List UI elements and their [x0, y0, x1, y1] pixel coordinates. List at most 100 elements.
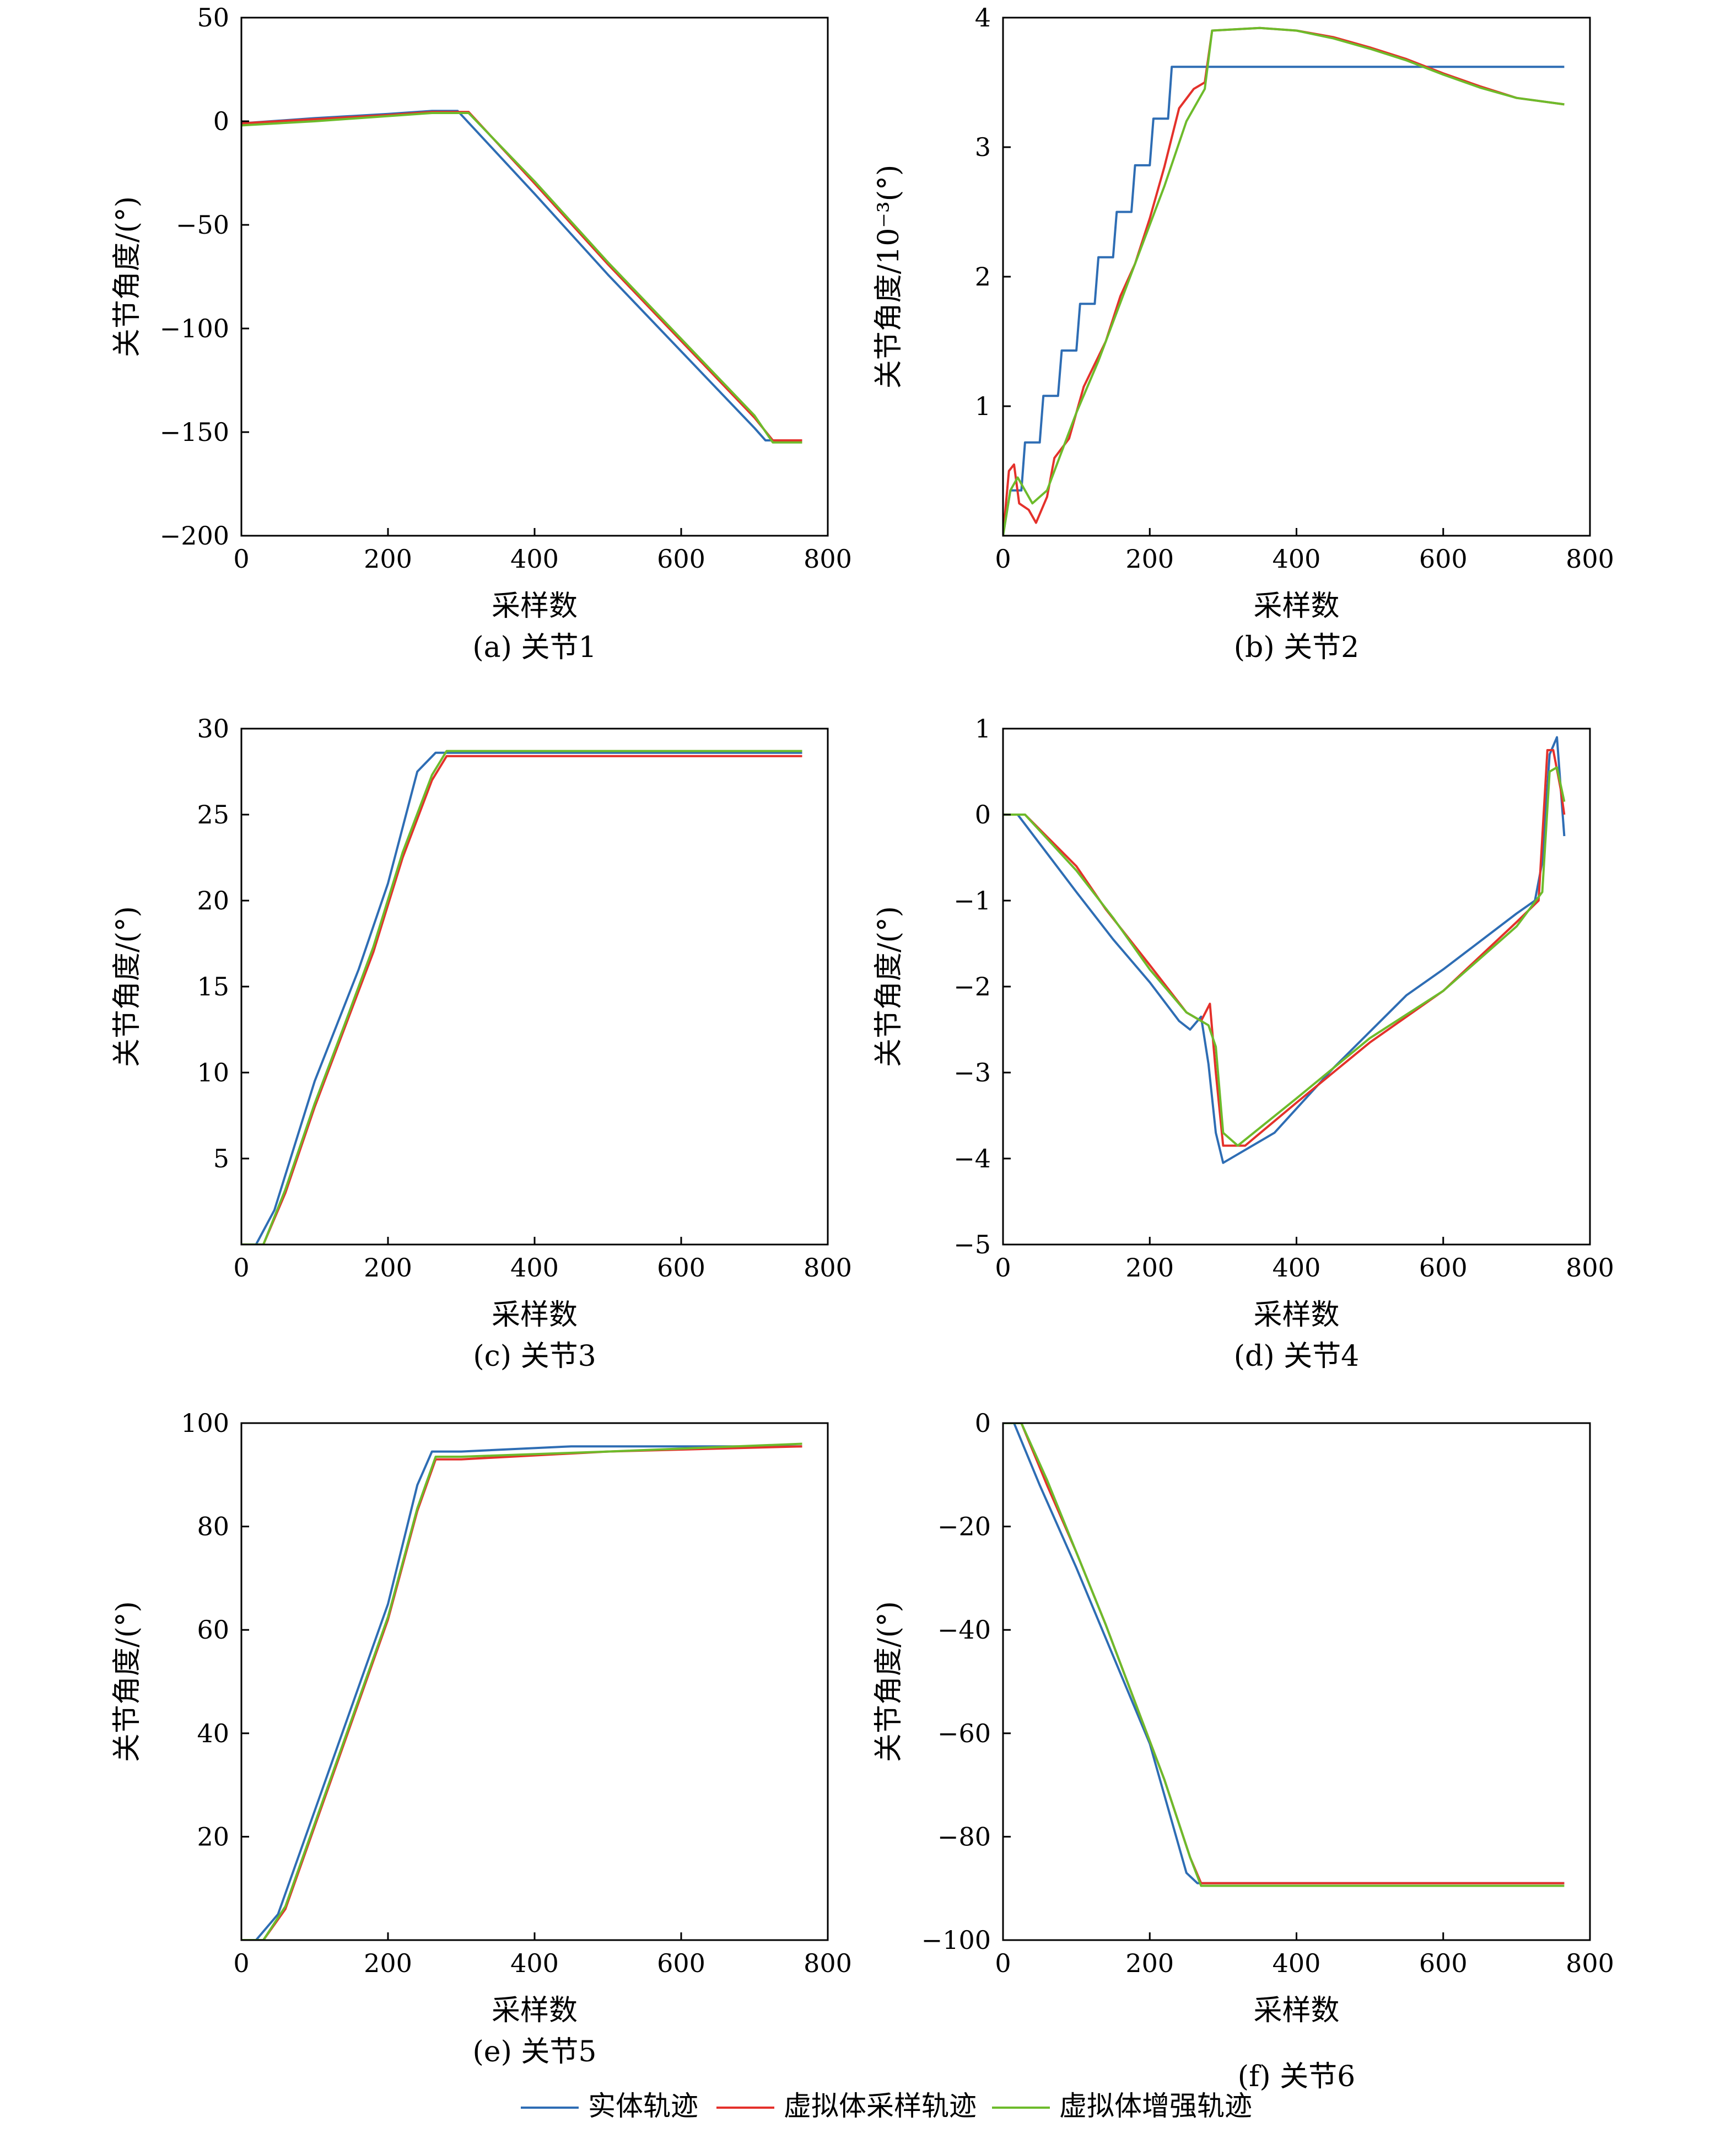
plot-frame	[240, 728, 829, 1246]
series-group	[241, 110, 802, 444]
series-line-real	[1003, 66, 1565, 536]
x-tick-label: 0	[233, 544, 249, 574]
y-tick-label: −3	[953, 1058, 991, 1087]
x-tick-label: 600	[657, 1253, 705, 1283]
x-tick-label: 400	[1273, 1253, 1321, 1283]
y-tick-label: −80	[937, 1822, 991, 1851]
x-tick-label: 0	[233, 1948, 249, 1978]
series-line-real	[1003, 1423, 1565, 1884]
y-tick-label: 20	[197, 1822, 229, 1851]
y-tick-label: −20	[937, 1512, 991, 1542]
series-group	[1003, 736, 1566, 1164]
y-axis-label: 关节角度/10⁻³(°)	[872, 165, 905, 389]
panel-caption: (a) 关节1	[472, 631, 596, 664]
y-tick-label: 0	[213, 106, 229, 136]
x-tick-label: 600	[657, 1948, 705, 1978]
x-tick-label: 200	[364, 1948, 412, 1978]
x-axis-label: 采样数	[492, 590, 578, 623]
series-line-enhanced	[1003, 766, 1566, 1147]
y-tick-label: 2	[975, 262, 991, 292]
series-line-enhanced	[1003, 26, 1565, 536]
x-tick-label: 400	[510, 1948, 559, 1978]
x-tick-label: 200	[364, 544, 412, 574]
y-tick-label: −2	[953, 972, 991, 1001]
x-tick-label: 0	[995, 1253, 1011, 1283]
x-tick-label: 200	[1125, 544, 1174, 574]
series-line-sampled	[1003, 26, 1565, 536]
y-axis-label: 关节角度/(°)	[111, 196, 144, 357]
y-tick-label: 20	[197, 886, 229, 915]
series-group	[1003, 26, 1565, 536]
y-axis-label: 关节角度/(°)	[872, 906, 905, 1067]
panel-caption: (f) 关节6	[1238, 2060, 1355, 2093]
series-group	[1003, 1423, 1565, 1887]
x-axis-label: 采样数	[492, 1994, 578, 2027]
panel-caption: (d) 关节4	[1234, 1340, 1359, 1373]
y-tick-label: −40	[937, 1615, 991, 1645]
y-tick-label: 40	[197, 1719, 229, 1748]
panel-caption: (c) 关节3	[473, 1340, 596, 1373]
y-axis-label: 关节角度/(°)	[111, 906, 144, 1067]
x-tick-label: 200	[1125, 1253, 1174, 1283]
y-tick-label: 100	[181, 1408, 229, 1438]
y-tick-label: 15	[197, 972, 229, 1001]
y-tick-label: −50	[176, 210, 229, 240]
series-line-real	[1003, 736, 1566, 1164]
series-group	[241, 1442, 802, 1940]
y-tick-label: −60	[937, 1719, 991, 1748]
x-tick-label: 400	[1273, 1948, 1321, 1978]
y-tick-label: 80	[197, 1512, 229, 1542]
x-tick-label: 200	[364, 1253, 412, 1283]
legend-label-real: 实体轨迹	[588, 2090, 698, 2122]
y-tick-label: −5	[953, 1230, 991, 1259]
y-axis-label: 关节角度/(°)	[111, 1601, 144, 1762]
y-axis-label: 关节角度/(°)	[872, 1601, 905, 1762]
chart-panel-2: 0 200 400 600 800 1 2 3 4 采样数 关节角度/10⁻³(°) (b) 关节2	[872, 3, 1614, 664]
y-tick-label: 10	[197, 1058, 229, 1087]
chart-panel-3: 0 200 400 600 800 5 10 15 20 25 30 采样数 关节角度/(°) (c) 关…	[111, 714, 852, 1373]
y-tick-label: 5	[213, 1144, 229, 1173]
series-line-sampled	[1003, 749, 1566, 1147]
x-axis-label: 采样数	[1253, 590, 1339, 623]
x-axis-label: 采样数	[1253, 1299, 1339, 1332]
y-tick-label: −1	[953, 886, 991, 915]
panel-caption: (b) 关节2	[1234, 631, 1359, 664]
panel-caption: (e) 关节5	[473, 2035, 597, 2069]
series-line-enhanced	[241, 1442, 802, 1940]
y-tick-label: 0	[975, 800, 991, 829]
x-tick-label: 800	[1566, 1948, 1614, 1978]
series-line-sampled	[241, 755, 802, 1245]
x-tick-label: 400	[510, 544, 559, 574]
x-tick-label: 600	[1419, 1948, 1468, 1978]
x-tick-label: 800	[804, 1253, 852, 1283]
x-tick-label: 0	[995, 1948, 1011, 1978]
x-tick-label: 600	[657, 544, 705, 574]
y-tick-label: −200	[160, 521, 229, 551]
chart-panel-1: 0 200 400 600 800 −200 −150 −100 −50 0 50 采样数 关节角度/(…	[111, 3, 852, 664]
chart-panel-5: 0 200 400 600 800 20 40 60 80 100 采样数 关节角度/(°) (e) 关…	[111, 1408, 852, 2069]
x-tick-label: 800	[1566, 1253, 1614, 1283]
series-line-enhanced	[241, 112, 802, 444]
x-tick-label: 0	[233, 1253, 249, 1283]
series-line-real	[241, 110, 802, 441]
series-line-sampled	[241, 1445, 802, 1940]
plot-frame	[240, 17, 829, 537]
legend-label-sampled: 虚拟体采样轨迹	[784, 2090, 977, 2122]
series-line-real	[241, 751, 802, 1245]
y-tick-label: 50	[197, 3, 229, 33]
x-tick-label: 800	[804, 544, 852, 574]
chart-panel-4: 0 200 400 600 800 −5 −4 −3 −2 −1 0 1 采样数 关节角度/(°) (d) …	[872, 714, 1614, 1373]
y-tick-label: 25	[197, 800, 229, 829]
series-line-enhanced	[241, 750, 802, 1245]
x-tick-label: 200	[1125, 1948, 1174, 1978]
series-line-real	[241, 1445, 802, 1940]
y-tick-label: 60	[197, 1615, 229, 1645]
y-tick-label: 1	[975, 714, 991, 744]
x-axis-label: 采样数	[492, 1299, 578, 1332]
plot-frame	[1002, 728, 1591, 1246]
x-tick-label: 600	[1419, 1253, 1468, 1283]
y-tick-label: −100	[921, 1925, 991, 1955]
y-tick-label: 3	[975, 132, 991, 162]
legend: 实体轨迹 虚拟体采样轨迹 虚拟体增强轨迹	[521, 2090, 1252, 2122]
